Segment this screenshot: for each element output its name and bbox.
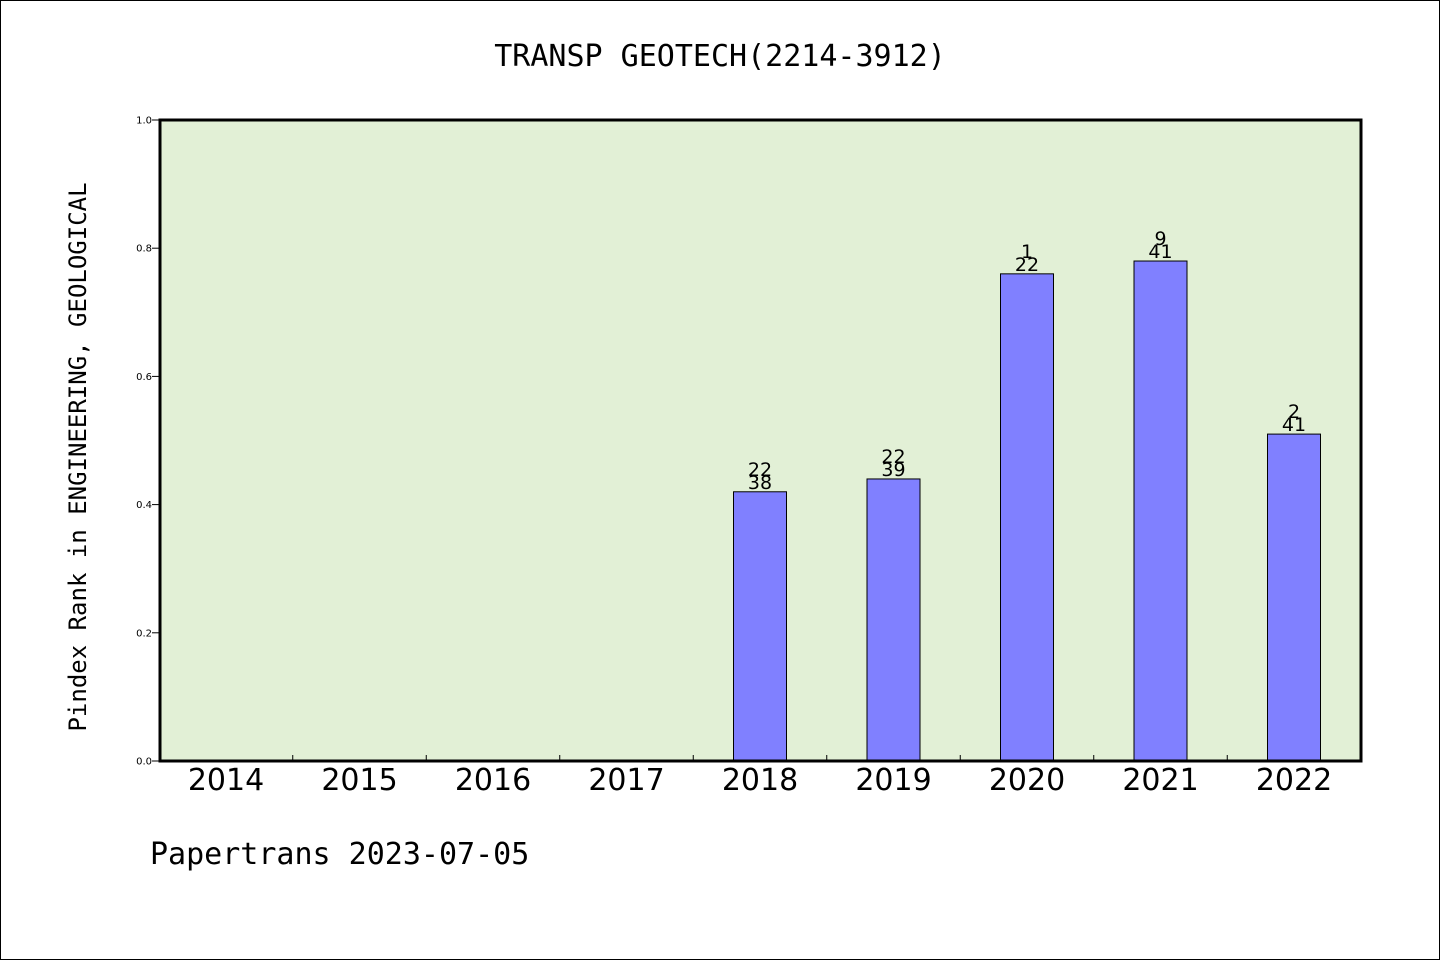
- bar-2019: [866, 478, 921, 762]
- bar-2022: [1267, 433, 1321, 762]
- x-tick-label: 2022: [1256, 763, 1332, 798]
- bar-rank-label: 22: [748, 459, 772, 481]
- x-tick-label: 2020: [989, 763, 1065, 798]
- y-tick-label: 0.8: [136, 244, 152, 255]
- y-tick-label: 0.2: [136, 628, 152, 639]
- bar-rank-label: 22: [881, 446, 905, 468]
- x-tick-label: 2019: [855, 763, 931, 798]
- x-tick-label: 2016: [455, 763, 531, 798]
- bars: [733, 260, 1321, 762]
- bar-rank-label: 9: [1154, 228, 1166, 250]
- bar-total-label: 41: [1282, 414, 1306, 436]
- bar-total-label: 38: [748, 472, 772, 494]
- x-axis-tick-labels: 2014 2015 2016 2017 2018 2019 2020 2021 2022: [188, 763, 1332, 798]
- x-tick-label: 2014: [188, 763, 264, 798]
- x-tick-label: 2017: [588, 763, 664, 798]
- bar-rank-label: 1: [1021, 241, 1033, 263]
- bar-rank-label: 2: [1288, 401, 1300, 423]
- bar-2018: [733, 491, 787, 762]
- y-axis-label: Pindex Rank in ENGINEERING, GEOLOGICAL: [64, 182, 92, 731]
- bar-2020: [1000, 273, 1054, 762]
- x-tick-label: 2018: [722, 763, 798, 798]
- bar-total-label: 22: [1015, 254, 1039, 276]
- bar-2021: [1133, 260, 1188, 762]
- bar-total-label: 39: [881, 459, 905, 481]
- y-tick-label: 0.0: [136, 757, 152, 768]
- y-tick-label: 0.6: [136, 372, 152, 383]
- bar-total-label: 41: [1148, 241, 1172, 263]
- x-tick-label: 2015: [321, 763, 397, 798]
- plot-frame: [158, 118, 1363, 763]
- y-tick-label: 0.4: [136, 500, 152, 511]
- x-tick-label: 2021: [1122, 763, 1198, 798]
- chart-title: TRANSP GEOTECH(2214-3912): [494, 39, 946, 74]
- footer-text: Papertrans 2023-07-05: [150, 837, 529, 872]
- y-tick-label: 1.0: [136, 116, 152, 127]
